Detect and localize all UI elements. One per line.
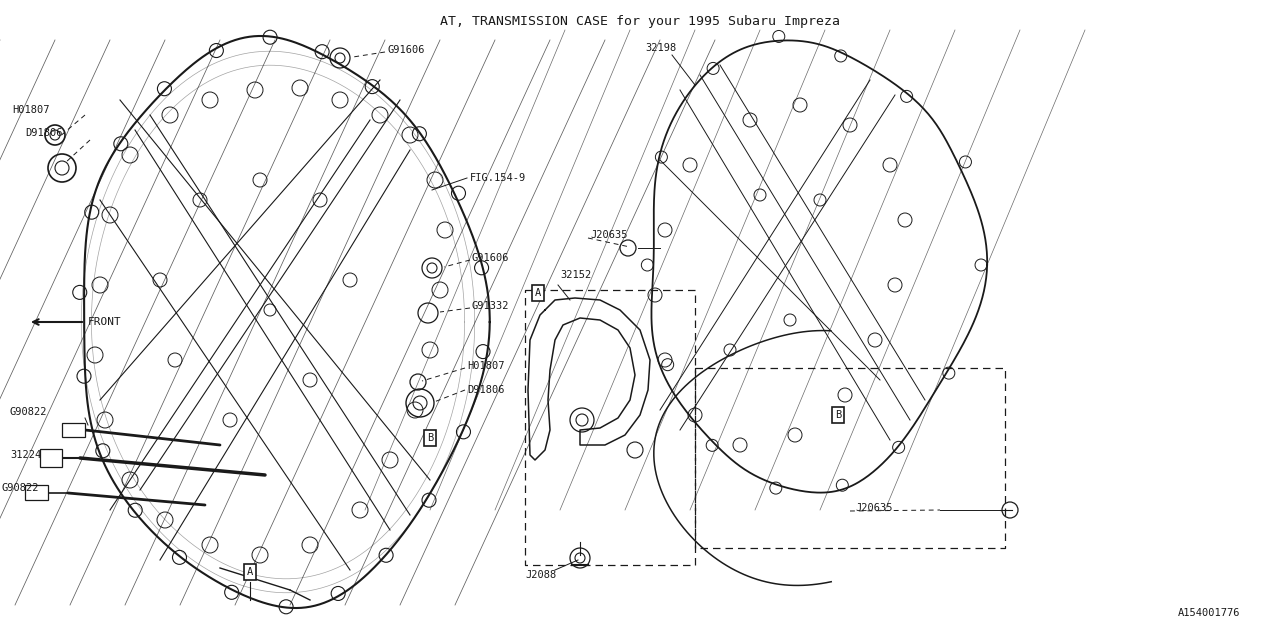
Text: J20635: J20635 bbox=[590, 230, 627, 240]
Text: A: A bbox=[247, 567, 253, 577]
Text: AT, TRANSMISSION CASE for your 1995 Subaru Impreza: AT, TRANSMISSION CASE for your 1995 Suba… bbox=[440, 15, 840, 28]
Text: B: B bbox=[426, 433, 433, 443]
Text: G90822: G90822 bbox=[3, 483, 40, 493]
Text: D91806: D91806 bbox=[467, 385, 504, 395]
Polygon shape bbox=[61, 423, 84, 437]
Text: H01807: H01807 bbox=[12, 105, 50, 115]
Text: G90822: G90822 bbox=[10, 407, 47, 417]
Polygon shape bbox=[26, 485, 49, 500]
Text: H01807: H01807 bbox=[467, 361, 504, 371]
Text: 32152: 32152 bbox=[561, 270, 591, 280]
Polygon shape bbox=[40, 449, 61, 467]
Text: D91806: D91806 bbox=[26, 128, 63, 138]
Text: J2088: J2088 bbox=[525, 570, 557, 580]
Text: FIG.154-9: FIG.154-9 bbox=[470, 173, 526, 183]
Text: 32198: 32198 bbox=[645, 43, 676, 53]
Text: A: A bbox=[535, 288, 541, 298]
Text: G91606: G91606 bbox=[472, 253, 509, 263]
Text: G91606: G91606 bbox=[388, 45, 425, 55]
Text: G91332: G91332 bbox=[472, 301, 509, 311]
Text: J20635: J20635 bbox=[855, 503, 892, 513]
Text: B: B bbox=[835, 410, 841, 420]
Text: 31224: 31224 bbox=[10, 450, 41, 460]
Text: A154001776: A154001776 bbox=[1178, 608, 1240, 618]
Text: FRONT: FRONT bbox=[88, 317, 122, 327]
